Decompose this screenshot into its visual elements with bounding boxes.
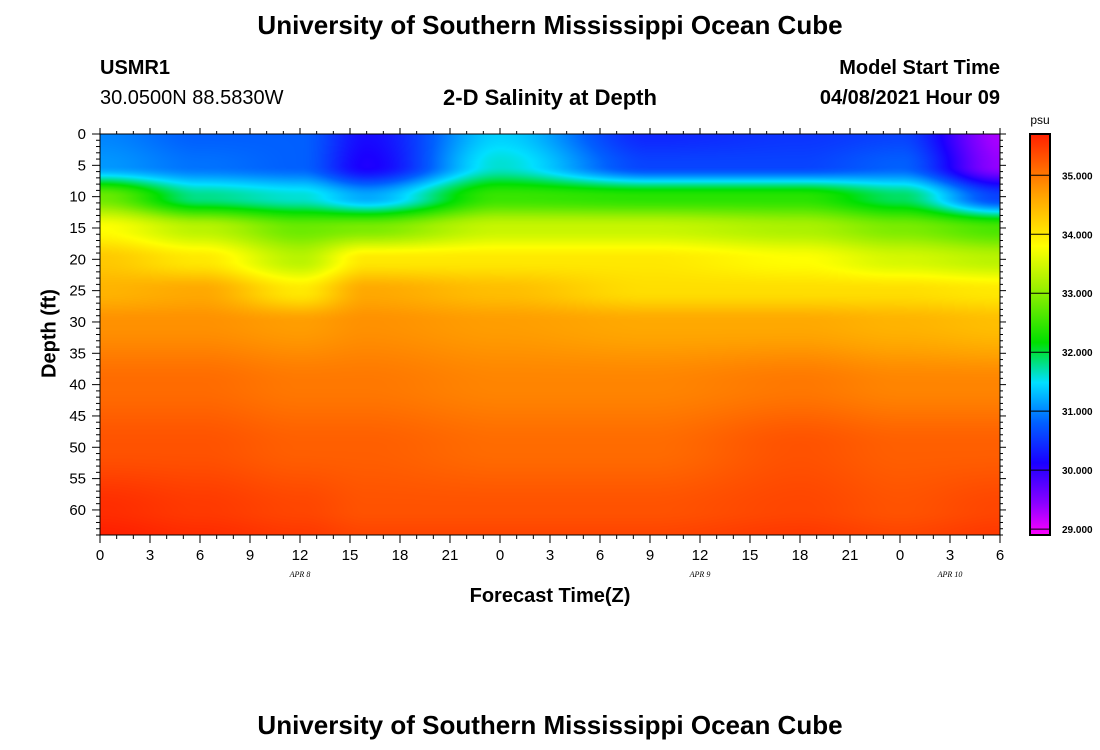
x-tick-label: 21 — [842, 547, 859, 564]
y-tick-label: 20 — [69, 251, 86, 268]
x-tick-label: 3 — [146, 547, 154, 564]
y-tick-label: 10 — [69, 189, 86, 206]
x-tick-label: 12 — [692, 547, 709, 564]
colorbar-tick-label: 33.000 — [1062, 289, 1093, 300]
x-tick-label: 3 — [946, 547, 954, 564]
y-tick-label: 35 — [69, 345, 86, 362]
x-tick-label: 18 — [792, 547, 809, 564]
plot-title: 2-D Salinity at Depth — [443, 85, 657, 110]
colorbar-tick-label: 34.000 — [1062, 230, 1093, 241]
y-tick-label: 45 — [69, 408, 86, 425]
y-tick-label: 5 — [78, 157, 86, 174]
model-start-label: Model Start Time — [839, 57, 1000, 79]
y-tick-label: 0 — [78, 126, 86, 143]
y-tick-label: 30 — [69, 314, 86, 331]
colorbar — [1029, 133, 1051, 536]
colorbar-unit: psu — [1030, 113, 1049, 127]
x-tick-label: 6 — [996, 547, 1004, 564]
x-tick-label: 21 — [442, 547, 459, 564]
x-tick-label: 3 — [546, 547, 554, 564]
x-tick-label: 0 — [496, 547, 504, 564]
footer-title: University of Southern Mississippi Ocean… — [257, 710, 843, 740]
y-tick-label: 55 — [69, 471, 86, 488]
date-label: APR 8 — [289, 570, 311, 579]
station-coords: 30.0500N 88.5830W — [100, 87, 284, 109]
model-start-time: 04/08/2021 Hour 09 — [819, 87, 1000, 109]
x-tick-label: 18 — [392, 547, 409, 564]
colorbar-tick-label: 35.000 — [1062, 171, 1093, 182]
x-tick-label: 9 — [246, 547, 254, 564]
y-tick-label: 25 — [69, 283, 86, 300]
colorbar-tick-label: 32.000 — [1062, 348, 1093, 359]
y-tick-label: 40 — [69, 377, 86, 394]
x-tick-label: 6 — [196, 547, 204, 564]
date-label: APR 10 — [937, 570, 963, 579]
x-tick-label: 9 — [646, 547, 654, 564]
x-axis-label: Forecast Time(Z) — [469, 585, 631, 607]
x-tick-label: 0 — [896, 547, 904, 564]
colorbar-tick-label: 29.000 — [1062, 525, 1093, 536]
date-label: APR 9 — [689, 570, 711, 579]
y-tick-label: 60 — [69, 502, 86, 519]
page-title: University of Southern Mississippi Ocean… — [257, 10, 843, 40]
x-tick-label: 12 — [292, 547, 309, 564]
x-tick-label: 0 — [96, 547, 104, 564]
x-tick-label: 15 — [742, 547, 759, 564]
y-tick-label: 50 — [69, 439, 86, 456]
x-tick-label: 6 — [596, 547, 604, 564]
y-tick-label: 15 — [69, 220, 86, 237]
station-id: USMR1 — [100, 57, 171, 79]
colorbar-tick-label: 31.000 — [1062, 407, 1093, 418]
x-tick-label: 15 — [342, 547, 359, 564]
salinity-heatmap — [100, 134, 1000, 535]
colorbar-tick-label: 30.000 — [1062, 466, 1093, 477]
